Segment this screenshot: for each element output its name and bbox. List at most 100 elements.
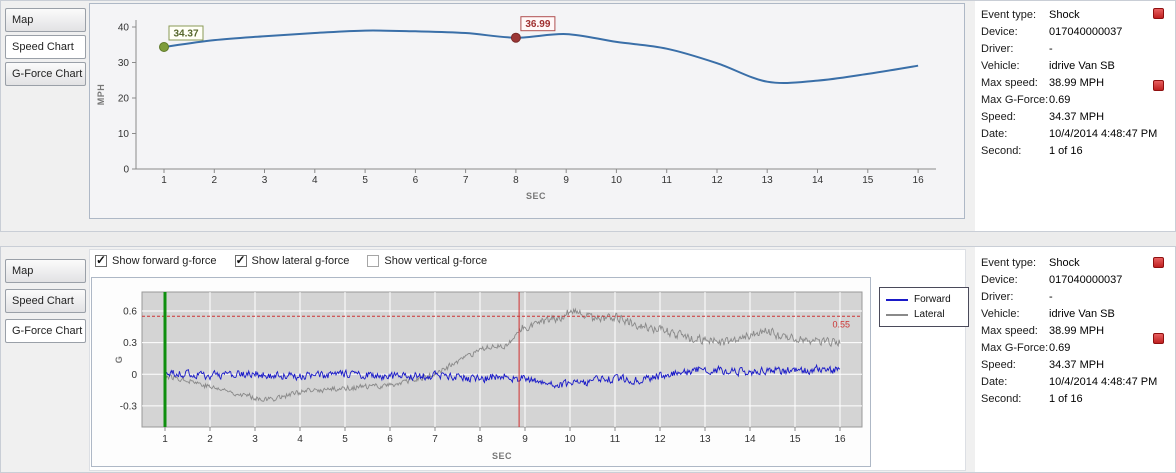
info-value: idrive Van SB (1049, 60, 1115, 72)
svg-text:2: 2 (207, 434, 213, 445)
tab-gforce-chart-label: G-Force Chart (12, 68, 83, 80)
svg-text:13: 13 (762, 175, 774, 186)
info-label: Event type: (981, 9, 1037, 21)
svg-text:10: 10 (611, 175, 623, 186)
info-value: 017040000037 (1049, 274, 1123, 286)
checkbox-show-forward-gforce[interactable]: Show forward g-force (95, 253, 217, 267)
svg-text:9: 9 (522, 434, 528, 445)
gforce-chart-svg: -0.300.30.61 2 3 4 5 6 7 8 9 10 11 12 13 14 15 16GSEC0.… (114, 291, 863, 461)
red-indicator-icon[interactable] (1153, 333, 1164, 344)
info-label: Device: (981, 26, 1018, 38)
svg-text:30: 30 (118, 58, 130, 69)
info-value: 0.69 (1049, 342, 1071, 354)
info-row-event-type: Event type: Shock (981, 255, 1175, 272)
info-value: Shock (1049, 257, 1080, 269)
info-label: Vehicle: (981, 60, 1020, 72)
info-value: 0.69 (1049, 94, 1071, 106)
tab-speed-chart[interactable]: Speed Chart (5, 35, 86, 59)
svg-text:15: 15 (789, 434, 801, 445)
red-indicator-icon[interactable] (1153, 257, 1164, 268)
info-row-max-gforce: Max G-Force: 0.69 (981, 340, 1175, 357)
gforce-options-row: Show forward g-force Show lateral g-forc… (95, 253, 487, 267)
svg-text:11: 11 (662, 175, 673, 186)
legend-label-lateral: Lateral (914, 309, 945, 320)
svg-text:8: 8 (477, 434, 483, 445)
svg-text:SEC: SEC (526, 191, 546, 201)
svg-text:0.6: 0.6 (123, 307, 137, 318)
gforce-chart[interactable]: -0.3 0 0.3 0.6 1 2 3 4 5 6 7 8 9 10 11 12 13 14 15 16 G SEC 0.… (91, 277, 871, 467)
info-label: Max G-Force: (981, 342, 1049, 354)
tab-map[interactable]: Map (5, 8, 86, 32)
info-value: 1 of 16 (1049, 393, 1083, 405)
info-row-device: Device: 017040000037 (981, 272, 1175, 289)
tab-speed-chart[interactable]: Speed Chart (5, 289, 86, 313)
red-indicator-icon[interactable] (1153, 8, 1164, 19)
checkbox-icon[interactable] (367, 255, 380, 267)
svg-text:2: 2 (212, 175, 218, 186)
checkbox-icon[interactable] (234, 253, 247, 267)
tab-map-label: Map (12, 14, 34, 26)
tab-gforce-chart-label: G-Force Chart (12, 325, 83, 337)
tab-gforce-chart[interactable]: G-Force Chart (5, 319, 86, 343)
info-row-speed: Speed: 34.37 MPH (981, 109, 1175, 126)
info-row-driver: Driver: - (981, 289, 1175, 306)
speed-chart[interactable]: 0 10 20 30 40 1 2 3 4 5 6 7 8 9 10 11 12 13 14 15 16 MPH SEC 34… (89, 3, 965, 219)
svg-text:G: G (114, 356, 124, 364)
svg-text:3: 3 (262, 175, 268, 186)
svg-text:10: 10 (118, 129, 130, 140)
info-label: Speed: (981, 111, 1016, 123)
tab-map[interactable]: Map (5, 259, 86, 283)
info-value: Shock (1049, 9, 1080, 21)
svg-text:11: 11 (610, 434, 621, 445)
info-row-vehicle: Vehicle: idrive Van SB (981, 306, 1175, 323)
info-row-max-speed: Max speed: 38.99 MPH (981, 323, 1175, 340)
event-info-panel: Event type: Shock Device: 017040000037 Dri… (975, 247, 1175, 472)
info-value: 34.37 MPH (1049, 111, 1105, 123)
info-value: - (1049, 43, 1053, 55)
legend-line-forward (886, 298, 908, 301)
info-value: 10/4/2014 4:48:47 PM (1049, 376, 1158, 388)
red-indicator-icon[interactable] (1153, 80, 1164, 91)
svg-text:16: 16 (834, 434, 846, 445)
info-row-date: Date: 10/4/2014 4:48:47 PM (981, 126, 1175, 143)
svg-text:3: 3 (252, 434, 258, 445)
tab-map-label: Map (12, 265, 34, 277)
svg-text:1: 1 (162, 434, 168, 445)
svg-text:10: 10 (564, 434, 576, 445)
svg-text:14: 14 (812, 175, 824, 186)
svg-text:12: 12 (711, 175, 723, 186)
info-label: Max speed: (981, 77, 1038, 89)
svg-text:16: 16 (913, 175, 925, 186)
info-row-device: Device: 017040000037 (981, 24, 1175, 41)
info-label: Driver: (981, 291, 1014, 303)
event-info-panel: Event type: Shock Device: 017040000037 Dri… (975, 1, 1175, 231)
svg-text:MPH: MPH (96, 84, 106, 106)
tab-gforce-chart[interactable]: G-Force Chart (5, 62, 86, 86)
checkbox-icon[interactable] (95, 253, 107, 267)
svg-text:0: 0 (131, 370, 137, 381)
svg-text:7: 7 (463, 175, 469, 186)
info-row-max-gforce: Max G-Force: 0.69 (981, 92, 1175, 109)
info-label: Date: (981, 376, 1008, 388)
svg-text:12: 12 (654, 434, 666, 445)
info-label: Event type: (981, 257, 1037, 269)
info-label: Second: (981, 145, 1022, 157)
info-label: Max G-Force: (981, 94, 1049, 106)
info-row-vehicle: Vehicle: idrive Van SB (981, 58, 1175, 75)
svg-text:9: 9 (563, 175, 569, 186)
info-value: 1 of 16 (1049, 145, 1083, 157)
info-row-speed: Speed: 34.37 MPH (981, 357, 1175, 374)
info-label: Vehicle: (981, 308, 1020, 320)
svg-text:-0.3: -0.3 (120, 401, 138, 412)
checkbox-show-lateral-gforce[interactable]: Show lateral g-force (234, 253, 349, 267)
checkbox-label: Show vertical g-force (384, 255, 488, 267)
svg-text:5: 5 (342, 434, 348, 445)
info-value: 38.99 MPH (1049, 77, 1105, 89)
svg-text:40: 40 (118, 23, 130, 34)
checkbox-show-vertical-gforce[interactable]: Show vertical g-force (367, 255, 487, 267)
info-label: Speed: (981, 359, 1016, 371)
speed-chart-panel: Map Speed Chart G-Force Chart 0 10 20 30 40 1… (0, 0, 1176, 232)
checkbox-label: Show forward g-force (112, 255, 217, 267)
legend-item-lateral: Lateral (886, 307, 962, 322)
